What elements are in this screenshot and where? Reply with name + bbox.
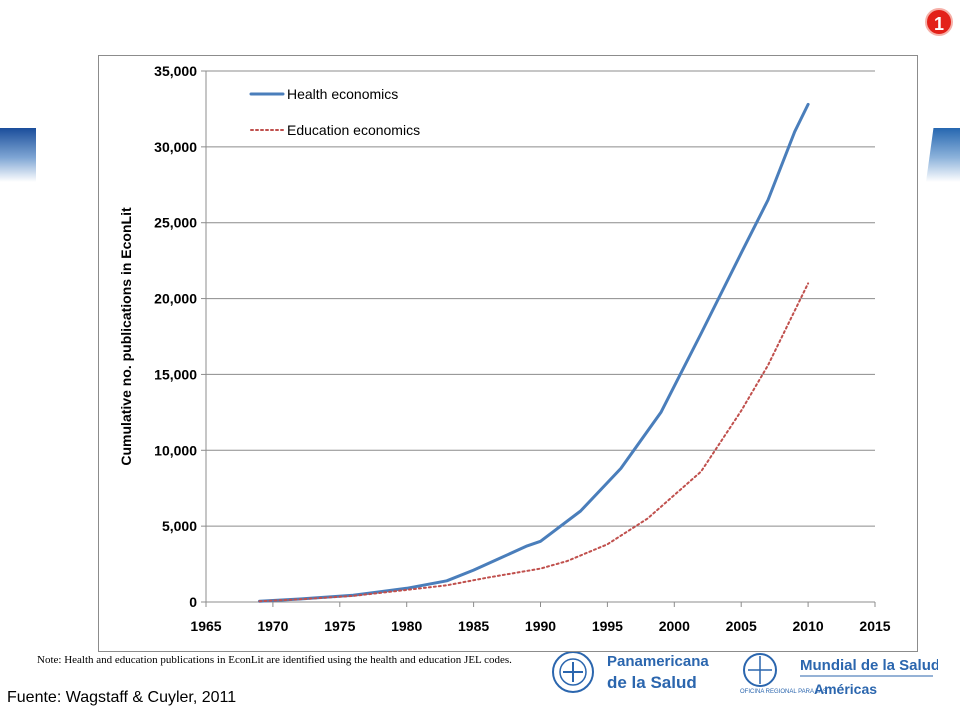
x-tick-label: 1990 (525, 618, 556, 634)
y-tick-label: 5,000 (162, 518, 197, 534)
paho-logo: Panamericana de la Salud (552, 651, 709, 693)
who-logo-small-text: OFICINA REGIONAL PARA LAS (740, 689, 827, 695)
who-logo-text-2: Américas (814, 681, 877, 697)
slide-number-badge: 1 (925, 8, 953, 36)
education-economics-line (258, 282, 810, 603)
line-chart: 0 5,000 10,000 15,000 20,000 25,000 30,000 35,0… (118, 63, 891, 634)
x-tick-label: 2010 (793, 618, 824, 634)
legend-education-label: Education economics (287, 122, 420, 138)
x-tick-label: 1985 (458, 618, 489, 634)
y-tick-label: 15,000 (154, 366, 197, 382)
y-tick-label: 30,000 (154, 139, 197, 155)
x-tick-label: 2000 (659, 618, 690, 634)
y-tick-label: 25,000 (154, 215, 197, 231)
y-tick-label: 35,000 (154, 63, 197, 79)
chart-frame: 0 5,000 10,000 15,000 20,000 25,000 30,000 35,0… (98, 55, 918, 652)
y-tick-label: 20,000 (154, 291, 197, 307)
legend-health-label: Health economics (287, 86, 398, 102)
y-tick-label: 10,000 (154, 442, 197, 458)
y-tick-label: 0 (189, 594, 197, 610)
chart-note: Note: Health and education publications … (37, 654, 514, 666)
who-americas-logo: Mundial de la Salud OFICINA REGIONAL PAR… (740, 653, 938, 697)
x-tick-label: 1965 (190, 618, 221, 634)
x-tick-label: 1975 (324, 618, 355, 634)
paho-logo-text-1: Panamericana (607, 653, 709, 670)
paho-logo-text-2: de la Salud (607, 673, 697, 692)
x-tick-label: 1970 (257, 618, 288, 634)
y-axis-label: Cumulative no. publications in EconLit (118, 207, 134, 466)
x-tick-label: 1995 (592, 618, 623, 634)
health-economics-line (258, 102, 810, 603)
left-decorative-stripe (0, 128, 36, 182)
right-decorative-stripe (926, 128, 960, 182)
x-tick-label: 1980 (391, 618, 422, 634)
x-tick-label: 2015 (859, 618, 890, 634)
who-logo-text-1: Mundial de la Salud (800, 657, 938, 674)
source-citation: Fuente: Wagstaff & Cuyler, 2011 (7, 689, 237, 706)
x-tick-label: 2005 (726, 618, 757, 634)
